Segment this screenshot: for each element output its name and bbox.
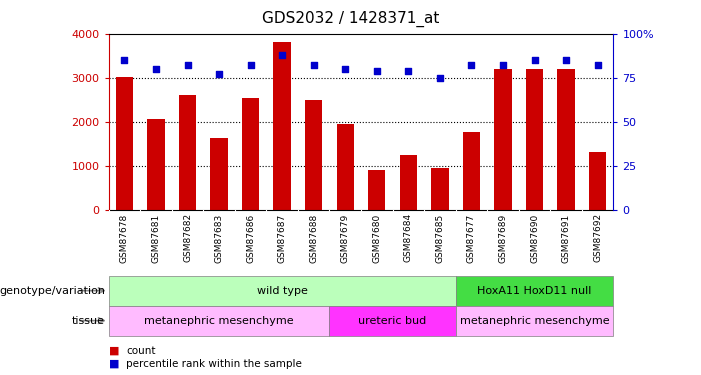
Text: GSM87686: GSM87686 <box>246 213 255 262</box>
Text: GSM87685: GSM87685 <box>435 213 444 262</box>
Bar <box>305 100 322 210</box>
Text: GSM87680: GSM87680 <box>372 213 381 262</box>
Bar <box>336 124 354 210</box>
Point <box>403 68 414 74</box>
Bar <box>179 94 196 210</box>
Bar <box>368 170 386 210</box>
Bar <box>494 69 512 210</box>
Point <box>308 63 320 69</box>
Bar <box>431 168 449 210</box>
Bar <box>273 42 291 210</box>
Text: percentile rank within the sample: percentile rank within the sample <box>126 359 302 369</box>
Bar <box>329 306 456 336</box>
Text: GSM87688: GSM87688 <box>309 213 318 262</box>
Text: ■: ■ <box>109 346 119 355</box>
Text: genotype/variation: genotype/variation <box>0 286 105 296</box>
Text: GSM87678: GSM87678 <box>120 213 129 262</box>
Text: ■: ■ <box>109 359 119 369</box>
Text: count: count <box>126 346 156 355</box>
Point <box>214 71 225 77</box>
Point <box>435 75 446 81</box>
Text: GDS2032 / 1428371_at: GDS2032 / 1428371_at <box>261 11 440 27</box>
Point <box>245 63 257 69</box>
Text: GSM87682: GSM87682 <box>183 213 192 262</box>
Text: tissue: tissue <box>72 316 105 326</box>
Text: HoxA11 HoxD11 null: HoxA11 HoxD11 null <box>477 286 592 296</box>
Bar <box>456 276 613 306</box>
Text: GSM87687: GSM87687 <box>278 213 287 262</box>
Text: GSM87683: GSM87683 <box>215 213 224 262</box>
Text: GSM87684: GSM87684 <box>404 213 413 262</box>
Point <box>561 57 572 63</box>
Text: GSM87691: GSM87691 <box>562 213 571 262</box>
Bar <box>116 77 133 210</box>
Point <box>592 63 604 69</box>
Bar <box>526 69 543 210</box>
Bar <box>109 306 329 336</box>
Bar <box>456 306 613 336</box>
Point <box>182 63 193 69</box>
Text: wild type: wild type <box>257 286 308 296</box>
Point <box>498 63 509 69</box>
Bar <box>463 132 480 210</box>
Bar <box>242 98 259 210</box>
Point <box>119 57 130 63</box>
Text: ureteric bud: ureteric bud <box>358 316 427 326</box>
Bar <box>109 276 456 306</box>
Bar <box>210 138 228 210</box>
Text: GSM87690: GSM87690 <box>530 213 539 262</box>
Point <box>151 66 162 72</box>
Text: GSM87681: GSM87681 <box>151 213 161 262</box>
Bar <box>557 69 575 210</box>
Text: GSM87689: GSM87689 <box>498 213 508 262</box>
Text: GSM87679: GSM87679 <box>341 213 350 262</box>
Text: metanephric mesenchyme: metanephric mesenchyme <box>144 316 294 326</box>
Bar <box>147 119 165 210</box>
Text: metanephric mesenchyme: metanephric mesenchyme <box>460 316 609 326</box>
Text: GSM87677: GSM87677 <box>467 213 476 262</box>
Point <box>372 68 383 74</box>
Point <box>340 66 351 72</box>
Bar <box>589 152 606 210</box>
Text: GSM87692: GSM87692 <box>593 213 602 262</box>
Point <box>277 52 288 58</box>
Bar <box>400 155 417 210</box>
Point <box>529 57 540 63</box>
Point <box>466 63 477 69</box>
